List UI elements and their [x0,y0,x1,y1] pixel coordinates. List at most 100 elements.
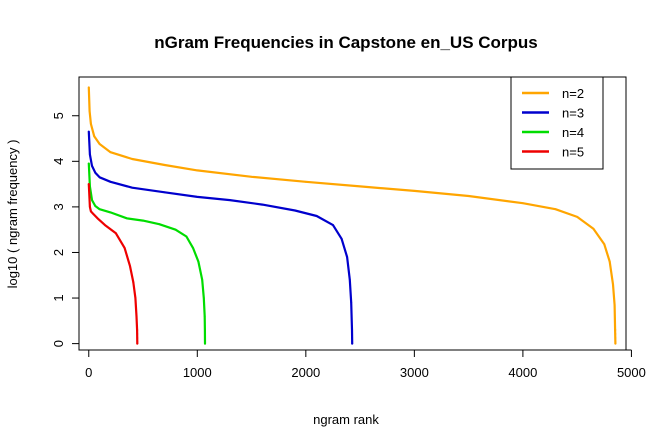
series-point [134,297,137,299]
y-tick-label: 0 [51,340,66,347]
series-point [351,342,354,345]
series-point [554,208,557,211]
series-point [592,227,595,230]
y-tick-label: 5 [51,112,66,119]
legend: n=2 n=3 n=4 n=5 [510,76,604,170]
series-point [135,315,138,318]
series-point [91,164,93,167]
series-point [87,130,90,133]
x-tick-label: 3000 [400,365,429,380]
y-tick-label: 4 [51,158,66,165]
series-point [332,224,334,227]
series-point [196,169,199,172]
series-point [91,199,93,201]
series-point [185,235,188,238]
series-point [294,209,296,212]
series-point [250,175,253,178]
series-point [204,333,206,335]
series-point [603,243,606,246]
series-point [98,176,101,179]
series-point [576,216,579,218]
series-point [201,278,204,281]
series-point [202,297,205,299]
legend-label: n=3 [562,106,584,121]
y-tick-label: 1 [51,294,66,301]
series-point [94,205,97,207]
series-point [315,215,318,217]
series-point [136,337,139,339]
series-point [340,237,343,240]
series-point [136,329,138,331]
series-point [136,342,139,345]
series-point [87,86,90,89]
series-point [351,341,354,343]
series-layer [87,86,617,345]
series-point [87,183,90,186]
series-point [203,329,206,331]
series-point [136,341,139,343]
series-point [413,190,416,192]
series-point [612,283,614,286]
series-point [359,185,361,188]
series-point [351,329,353,331]
series-point [174,228,177,231]
series-point [90,123,92,125]
series-point [109,151,112,154]
series-point [348,278,351,281]
series-point [613,303,616,306]
x-tick-label: 5000 [617,365,646,380]
series-point [132,281,135,283]
x-tick-label: 2000 [291,365,320,380]
series-point [196,195,199,198]
series-point [261,203,264,206]
series-point [96,217,99,220]
series-point [204,342,206,345]
legend-box [510,76,604,170]
series-point [521,202,524,205]
y-axis-title: log10 ( ngram frequency ) [5,140,20,289]
x-tick-label: 0 [85,365,92,380]
series-point [98,143,101,145]
series-point [98,208,101,211]
series-point [467,195,470,197]
legend-label: n=4 [562,125,584,140]
y-axis: 0 1 2 3 4 5 [51,112,80,347]
x-axis-title: ngram rank [313,412,379,427]
series-point [123,247,126,249]
x-tick-label: 4000 [508,365,537,380]
y-tick-label: 2 [51,249,66,256]
series-point [109,211,112,214]
series-point [87,162,90,165]
series-point [129,265,131,268]
x-axis: 0 1000 2000 3000 4000 5000 [85,349,646,380]
series-point [131,158,134,160]
series-point [614,329,617,331]
series-point [304,180,307,183]
series-point [131,186,134,189]
series-point [614,342,617,345]
series-line-2 [87,86,617,345]
series-point [346,256,348,258]
series-point [92,212,95,215]
series-point [204,337,206,339]
series-point [158,223,161,226]
series-line-3 [87,130,354,345]
series-point [125,217,128,220]
series-point [88,110,91,113]
series-line-4 [87,162,207,345]
series-point [115,232,117,235]
series-point [94,171,97,174]
series-point [351,337,354,339]
series-point [350,301,353,304]
series-point [88,205,91,208]
series-point [90,210,92,213]
series-point [104,224,106,227]
series-point [93,135,96,138]
series-point [109,180,112,183]
series-point [614,333,617,335]
x-tick-label: 1000 [183,365,212,380]
series-point [88,153,91,156]
y-tick-label: 3 [51,203,66,210]
series-point [163,191,166,194]
